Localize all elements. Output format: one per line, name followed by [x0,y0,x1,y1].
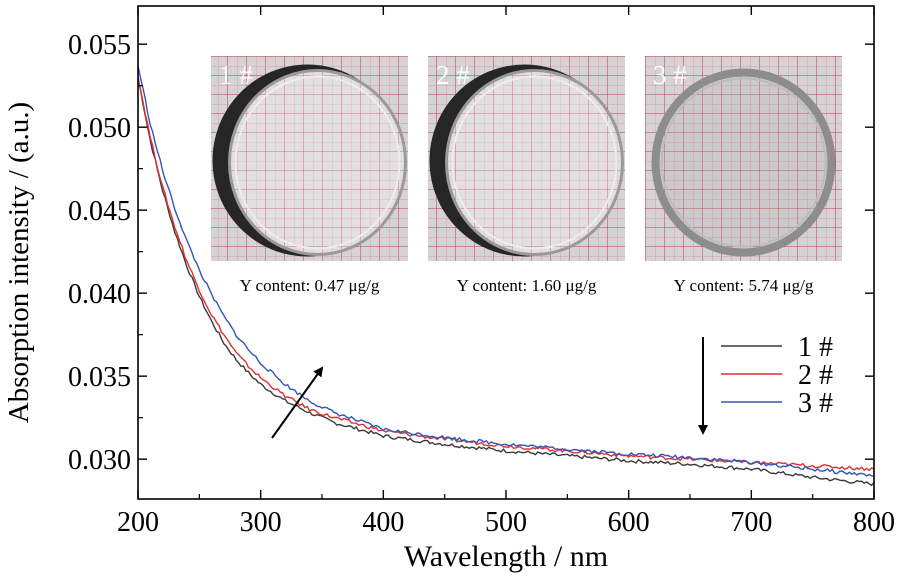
x-tick-label: 300 [240,507,282,538]
series-line-1 [137,77,875,487]
inset-caption: Y content: 5.74 μg/g [674,276,814,295]
x-tick-label: 400 [362,507,404,538]
sample-disk-rim [660,77,827,248]
y-tick-label: 0.050 [68,113,131,144]
x-axis-label: Wavelength / nm [404,540,608,573]
x-tick-label: 800 [853,507,895,538]
y-tick-label: 0.035 [68,362,131,393]
x-tick-label: 600 [608,507,650,538]
y-tick-label: 0.055 [68,30,131,61]
x-tick-label: 200 [117,507,159,538]
inset-photo-2: 2 # Y content: 1.60 μg/g [428,56,625,295]
inset-label: 1 # [219,60,253,90]
legend-label-3: 3 # [798,388,833,419]
legend-label-2: 2 # [798,360,833,391]
y-tick-label: 0.045 [68,196,131,227]
sample-disk [651,68,836,257]
sample-disk-glass [228,69,407,256]
sample-disk [229,70,406,255]
sample-disk-rim [234,75,401,250]
inset-label: 3 # [653,60,687,90]
sample-disk-rim [451,75,618,250]
y-tick-label: 0.040 [68,279,131,310]
legend-label-1: 1 # [798,332,833,363]
sample-disk [446,70,623,255]
inset-photo-3: 3 # Y content: 5.74 μg/g [645,56,842,295]
x-tick-label: 500 [485,507,527,538]
y-tick-label: 0.030 [68,445,131,476]
inset-label: 2 # [436,60,470,90]
inset-caption: Y content: 1.60 μg/g [457,276,597,295]
y-axis-label: Absorption intensity / (a.u.) [3,102,35,423]
inset-photo-1: 1 # Y content: 0.47 μg/g [211,56,408,295]
x-tick-label: 700 [730,507,772,538]
inset-caption: Y content: 0.47 μg/g [240,276,380,295]
trend-arrow-up [271,366,324,439]
series-line-3 [137,65,875,478]
sample-disk-glass [445,69,624,256]
